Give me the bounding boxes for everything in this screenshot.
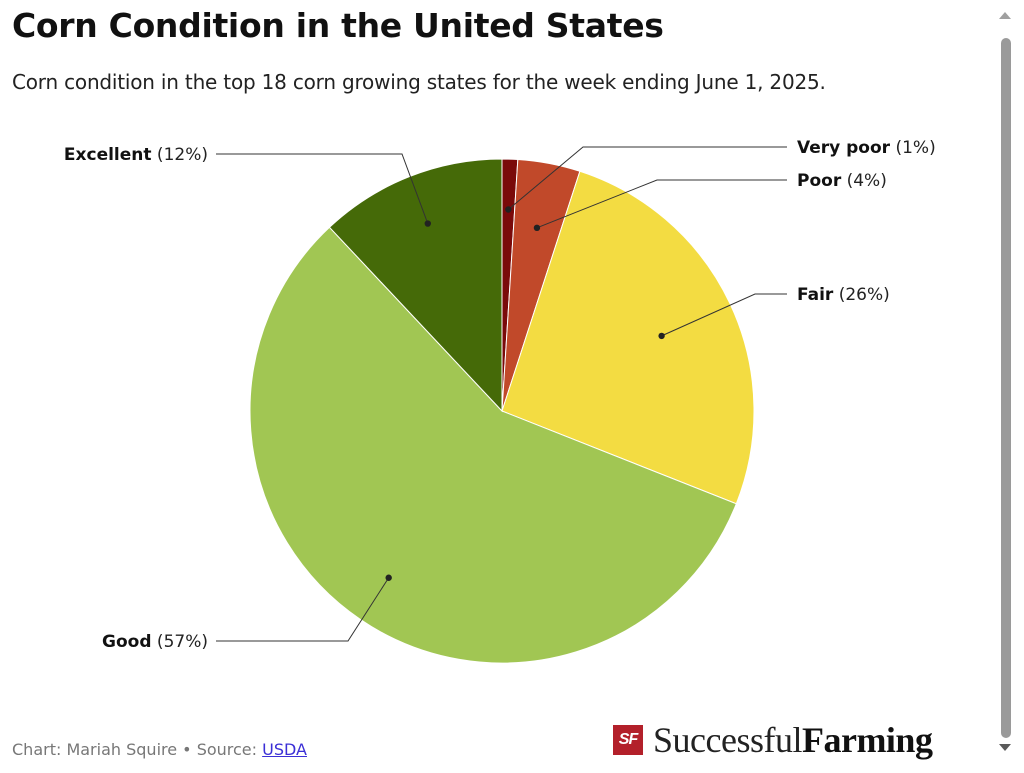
slice-label-name: Good [102, 632, 151, 652]
slice-label: Very poor (1%) [797, 138, 936, 158]
leader-line [661, 293, 787, 337]
scrollbar-thumb[interactable] [1001, 38, 1011, 738]
leader-line [216, 153, 429, 224]
chart-credits: Chart: Mariah Squire • Source: USDA [12, 740, 307, 759]
pie-slice-good[interactable] [249, 226, 737, 664]
scroll-down-arrow-icon[interactable] [999, 744, 1011, 751]
slice-label: Excellent (12%) [64, 145, 208, 165]
slice-label-percent: (57%) [152, 632, 208, 652]
brand-logo: SF Successful Farming [613, 720, 933, 760]
slice-label-percent: (26%) [833, 285, 889, 305]
vertical-scrollbar[interactable] [995, 8, 1017, 765]
leader-lines [216, 146, 787, 642]
slice-label-percent: (12%) [152, 145, 208, 165]
leader-line [508, 146, 787, 210]
pie-slices [249, 158, 755, 664]
slice-labels: Very poor (1%)Poor (4%)Fair (26%)Good (5… [64, 138, 936, 652]
leader-dot [658, 332, 665, 340]
pie-chart: Very poor (1%)Poor (4%)Fair (26%)Good (5… [64, 138, 936, 664]
slice-label: Poor (4%) [797, 171, 887, 191]
slice-label-name: Excellent [64, 145, 152, 165]
logo-word-farming: Farming [801, 720, 933, 760]
source-link[interactable]: USDA [262, 740, 307, 759]
slice-label-percent: (1%) [890, 138, 936, 158]
slice-label-name: Very poor [797, 138, 891, 158]
leader-dot [533, 224, 541, 232]
chart-subtitle: Corn condition in the top 18 corn growin… [12, 70, 826, 94]
leader-line [536, 179, 787, 229]
leader-dot [424, 220, 431, 227]
chart-title: Corn Condition in the United States [12, 6, 664, 45]
slice-label-name: Poor [797, 171, 842, 191]
pie-slice-excellent[interactable] [328, 158, 503, 413]
logo-mark-icon: SF [613, 725, 643, 755]
leader-line [216, 577, 390, 642]
credits-text: Chart: Mariah Squire • Source: [12, 740, 263, 759]
slice-label-percent: (4%) [841, 171, 887, 191]
scroll-up-arrow-icon[interactable] [999, 12, 1011, 19]
leader-dot [385, 574, 392, 581]
slice-label: Good (57%) [102, 632, 208, 652]
slice-label: Fair (26%) [797, 285, 890, 305]
logo-word-successful: Successful [653, 720, 802, 760]
leader-dot [505, 206, 512, 213]
slice-label-name: Fair [797, 285, 834, 305]
